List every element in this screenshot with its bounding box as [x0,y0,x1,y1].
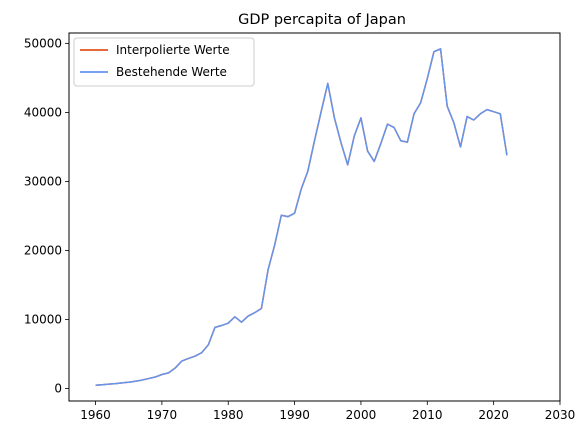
series-lines [95,48,508,387]
x-tick-label: 2030 [545,408,576,422]
x-tick-label: 2020 [478,408,509,422]
legend-box [73,37,255,87]
y-tick-label: 20000 [24,243,62,257]
x-axis: 1960 1970 1980 1990 2000 2010 2020 2030 [80,401,575,422]
plot-area [68,32,561,402]
y-tick-label: 10000 [24,313,62,327]
x-tick-label: 1990 [279,408,310,422]
y-tick-label: 50000 [24,36,62,50]
y-tick-label: 0 [54,382,62,396]
x-tick-label: 2010 [412,408,443,422]
legend: Interpolierte Werte Bestehende Werte [73,37,255,87]
legend-label-interpolated: Interpolierte Werte [116,43,230,57]
chart-title: GDP percapita of Japan [238,12,406,28]
x-tick-label: 2000 [346,408,377,422]
x-tick-label: 1960 [80,408,111,422]
x-tick-label: 1980 [213,408,244,422]
legend-label-existing: Bestehende Werte [116,65,227,79]
y-axis: 0 10000 20000 30000 40000 50000 [24,36,69,396]
x-tick-label: 1970 [147,408,178,422]
series-line-existing [95,48,508,387]
y-tick-label: 30000 [24,174,62,188]
y-tick-label: 40000 [24,105,62,119]
